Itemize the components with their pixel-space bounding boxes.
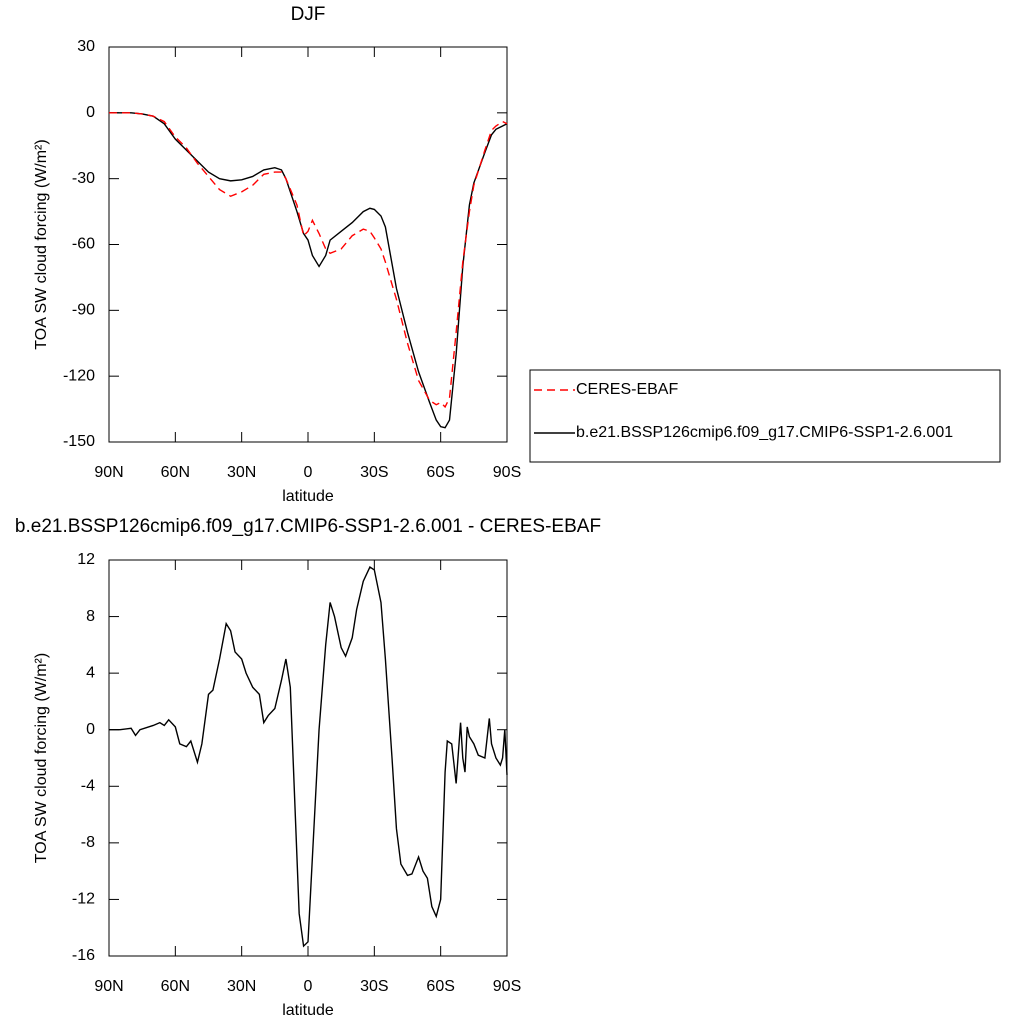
x-axis-label: latitude [282,1002,334,1019]
y-tick-label: -12 [72,891,95,908]
y-tick-label: -8 [81,834,95,851]
y-tick-label: 30 [77,38,95,55]
x-tick-label: 60S [426,464,454,481]
y-tick-label: -90 [72,302,95,319]
y-tick-label: -120 [63,367,95,384]
plot-frame [108,46,508,443]
y-tick-label: -4 [81,778,95,795]
y-tick-label: -150 [63,433,95,450]
y-tick-label: 4 [86,664,95,681]
y-tick-label: 12 [77,551,95,568]
x-tick-label: 0 [304,978,313,995]
y-tick-label: -30 [72,170,95,187]
y-tick-label: 8 [86,608,95,625]
y-tick-label: 0 [86,104,95,121]
y-axis-label: TOA SW cloud forcing (W/m²) [33,653,50,863]
chart-title: b.e21.BSSP126cmip6.f09_g17.CMIP6-SSP1-2.… [15,516,601,537]
x-axis-label: latitude [282,488,334,505]
x-tick-label: 30S [360,464,388,481]
data-line [109,566,508,948]
data-line [109,112,508,409]
x-tick-label: 90N [94,464,123,481]
legend-box [529,369,1001,463]
legend-label: CERES-EBAF [576,381,678,398]
x-tick-label: 60N [161,978,190,995]
x-tick-label: 30S [360,978,388,995]
x-tick-label: 0 [304,464,313,481]
x-tick-label: 60S [426,978,454,995]
x-tick-label: 30N [227,464,256,481]
y-tick-label: -16 [72,947,95,964]
x-tick-label: 30N [227,978,256,995]
x-tick-label: 60N [161,464,190,481]
x-tick-label: 90N [94,978,123,995]
chart-title: DJF [291,4,326,25]
y-tick-label: 0 [86,721,95,738]
data-line [109,112,508,429]
x-tick-label: 90S [493,978,521,995]
x-tick-label: 90S [493,464,521,481]
y-tick-label: -60 [72,236,95,253]
legend-label: b.e21.BSSP126cmip6.f09_g17.CMIP6-SSP1-2.… [576,424,953,441]
plot-frame [108,559,508,957]
y-axis-label: TOA SW cloud forcing (W/m²) [33,139,50,349]
